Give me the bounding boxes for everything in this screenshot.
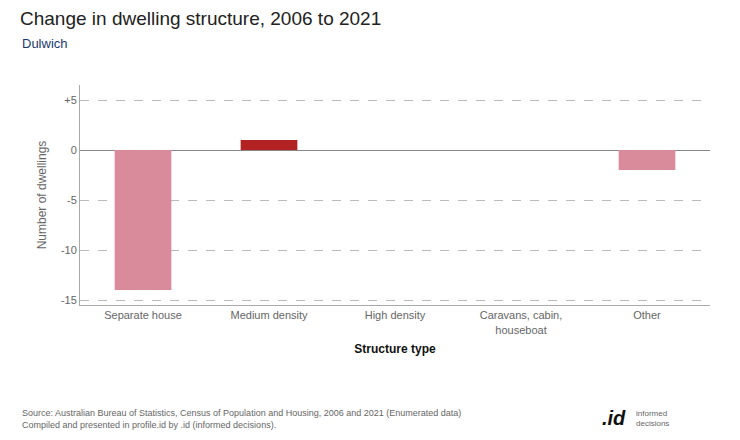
svg-text:Number of dwellings: Number of dwellings (35, 141, 49, 250)
svg-text:.id: .id (602, 407, 626, 429)
svg-text:Dulwich: Dulwich (22, 36, 68, 51)
svg-text:-15: -15 (61, 294, 77, 306)
svg-text:Separate house: Separate house (104, 309, 182, 321)
svg-text:Caravans, cabin,houseboat: Caravans, cabin,houseboat (480, 309, 563, 335)
svg-text:-5: -5 (67, 194, 77, 206)
svg-text:-10: -10 (61, 244, 77, 256)
svg-text:+5: +5 (64, 94, 77, 106)
svg-text:0: 0 (71, 144, 77, 156)
svg-text:Change in dwelling structure,: Change in dwelling structure, 2006 to 20… (20, 8, 381, 29)
svg-text:Other: Other (633, 309, 661, 321)
svg-text:High density: High density (365, 309, 426, 321)
svg-text:informeddecisions: informeddecisions (636, 409, 669, 428)
svg-text:Source: Australian Bureau of S: Source: Australian Bureau of Statistics,… (22, 408, 461, 430)
svg-text:Medium density: Medium density (230, 309, 308, 321)
svg-text:Structure type: Structure type (354, 342, 436, 356)
